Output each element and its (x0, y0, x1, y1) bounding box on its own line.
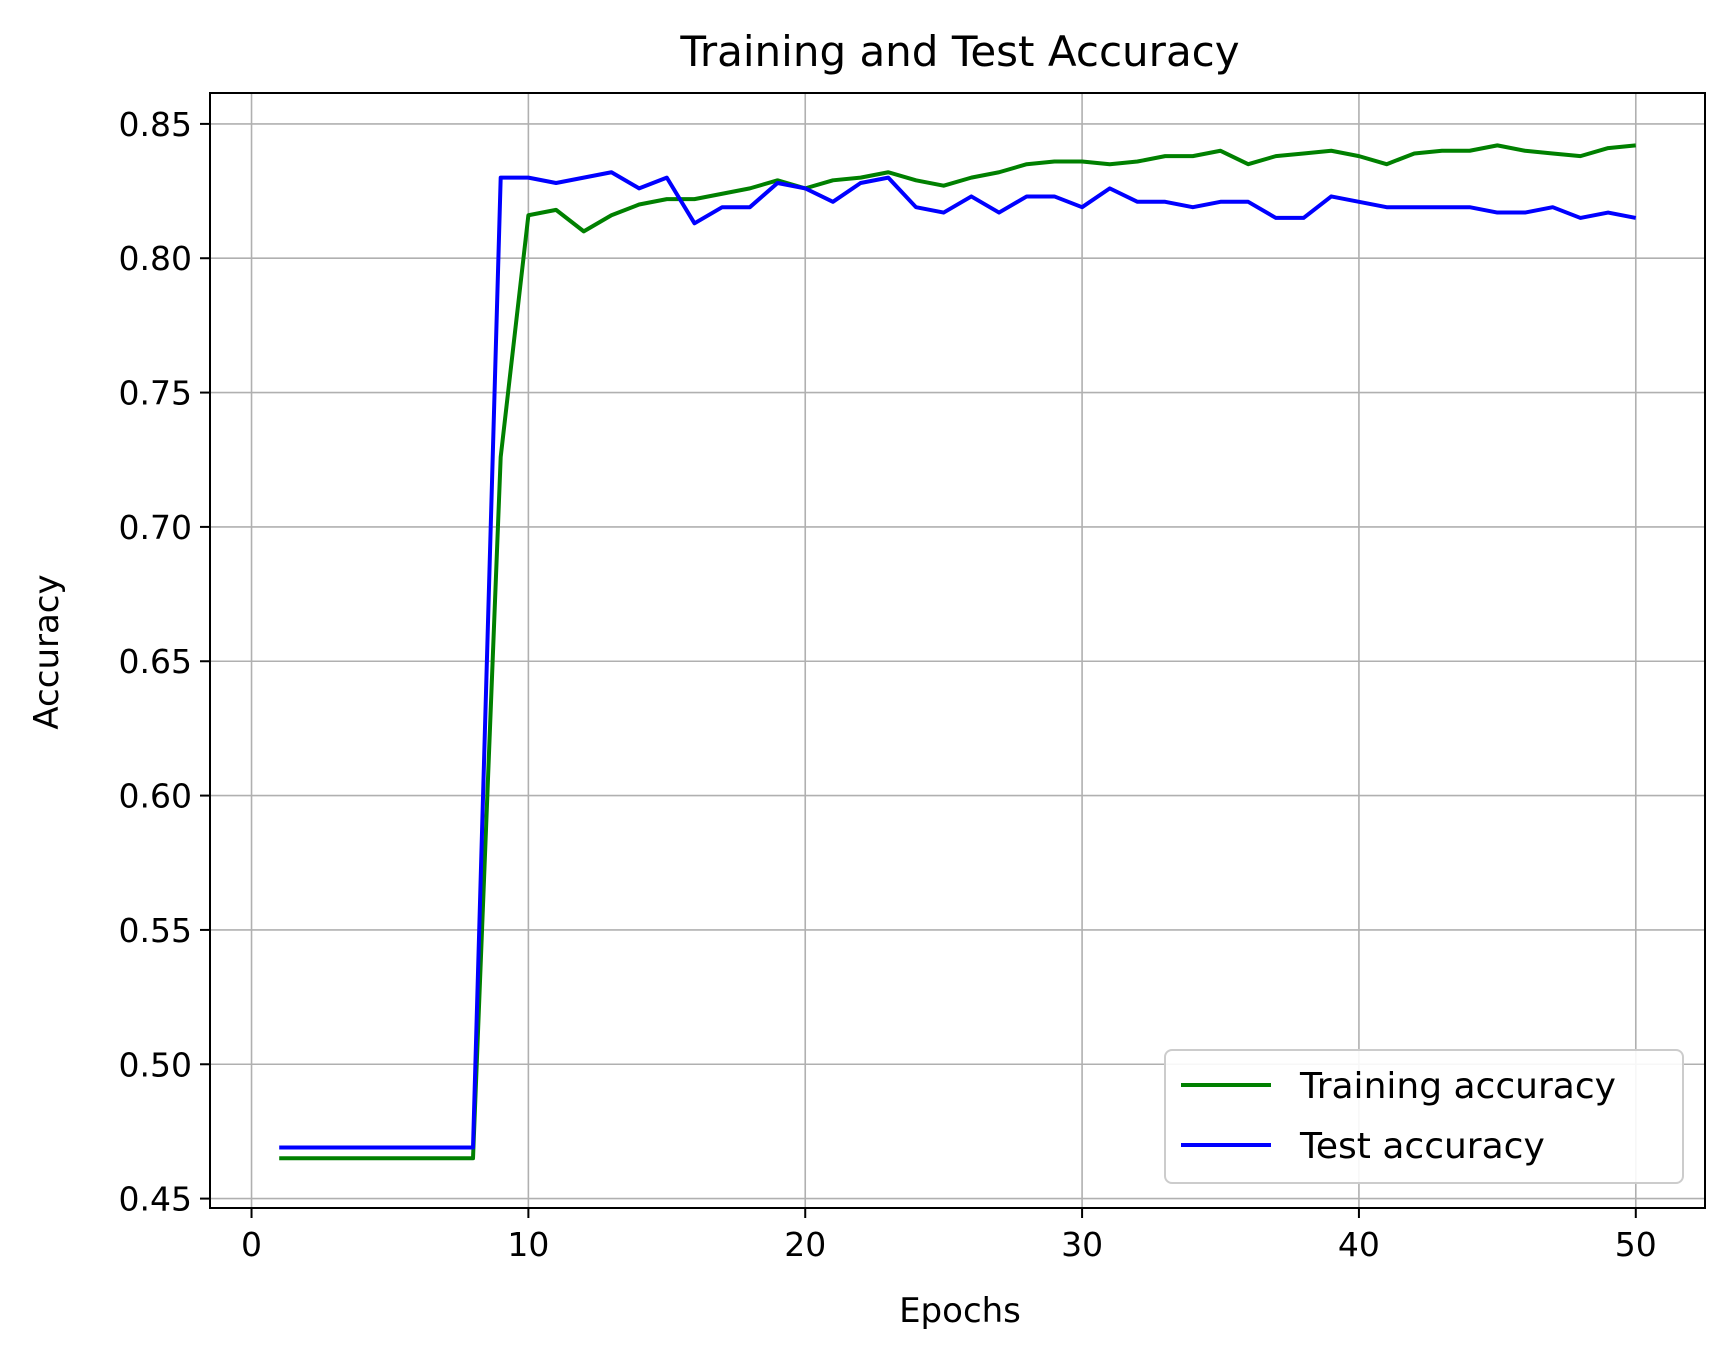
x-tick-label: 40 (1338, 1225, 1380, 1264)
legend: Training accuracy Test accuracy (1164, 1049, 1684, 1184)
x-tick-label: 10 (507, 1225, 549, 1264)
x-tick-label: 30 (1061, 1225, 1103, 1264)
x-tick-label: 0 (241, 1225, 262, 1264)
x-tick-label: 20 (784, 1225, 826, 1264)
y-tick-label: 0.70 (119, 508, 192, 547)
legend-box (1164, 1049, 1684, 1184)
grid-lines (210, 93, 1705, 1208)
y-tick-label: 0.60 (119, 777, 192, 816)
training-accuracy-line (279, 143, 1636, 1161)
y-tick-label: 0.80 (119, 239, 192, 278)
y-tick-label: 0.55 (119, 911, 192, 950)
y-axis-label: Accuracy (27, 574, 67, 729)
x-tick-label: 50 (1615, 1225, 1657, 1264)
plot-frame (209, 92, 1706, 1209)
y-tick-label: 0.85 (119, 105, 192, 144)
axis-ticks: 0 10 20 30 40 50 0.45 0.50 0.55 0.60 0.65 0.70 0.75 0… (119, 105, 1657, 1264)
y-tick-label: 0.65 (119, 642, 192, 681)
legend-label-test: Test accuracy (1299, 1126, 1545, 1167)
y-tick-label: 0.75 (119, 374, 192, 413)
series-lines (279, 143, 1637, 1161)
legend-label-training: Training accuracy (1299, 1066, 1616, 1107)
y-tick-label: 0.45 (119, 1180, 192, 1219)
test-accuracy-line (279, 170, 1637, 1150)
y-tick-label: 0.50 (119, 1045, 192, 1084)
x-axis-label: Epochs (899, 1291, 1021, 1331)
chart-title: Training and Test Accuracy (679, 27, 1239, 76)
